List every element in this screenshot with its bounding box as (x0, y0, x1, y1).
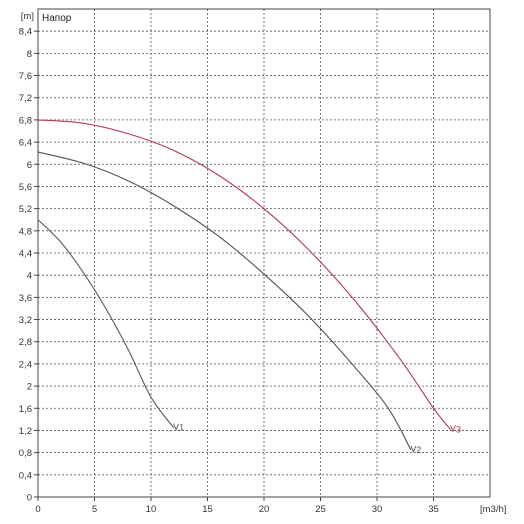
y-tick-label: 6,8 (19, 115, 32, 126)
series-end-marker-3 (450, 425, 456, 433)
y-tick-label: 3,6 (19, 293, 32, 304)
series-line-1 (37, 219, 175, 429)
y-tick-label: 1,6 (19, 404, 32, 415)
y-tick-label: 1,2 (19, 426, 32, 437)
y-tick-label: 2,8 (19, 337, 32, 348)
y-tick-label: 7,6 (19, 71, 32, 82)
y-tick-label: 7,2 (19, 93, 32, 104)
y-tick-label: 6 (27, 160, 32, 171)
series-label-1: 1 (179, 423, 184, 433)
y-tick-label: 4,4 (19, 249, 32, 260)
x-tick-label: 5 (92, 504, 97, 515)
y-tick-label: 0 (27, 493, 32, 504)
series-line-2 (37, 151, 412, 451)
y-tick-label: 3,2 (19, 315, 32, 326)
series: 1 2 3 (37, 119, 461, 455)
series-label-3: 3 (456, 424, 461, 434)
y-tick-label: 2 (27, 382, 32, 393)
x-tick-label: 0 (35, 504, 40, 515)
x-tick-label: 35 (428, 504, 439, 515)
x-axis-label: [m3/h] (480, 504, 506, 515)
x-tick-label: 10 (146, 504, 157, 515)
y-tick-label: 4,8 (19, 226, 32, 237)
y-axis-label: [m] (21, 11, 34, 22)
tick-labels: 0 5 10 15 20 25 30 35 0 0,4 0,8 1,2 1,6 2 2,4 2,8 3,2 3,6… (19, 27, 439, 515)
y-tick-label: 8,4 (19, 27, 32, 38)
chart-title: Напор (42, 13, 72, 24)
series-end-marker-1 (173, 423, 180, 431)
y-tick-label: 2,4 (19, 359, 32, 370)
series-label-2: 2 (416, 445, 421, 455)
series-end-marker-2 (410, 445, 417, 454)
y-tick-label: 6,4 (19, 138, 32, 149)
axis-ticks (34, 30, 434, 501)
y-tick-label: 4 (27, 271, 32, 282)
x-tick-label: 15 (202, 504, 213, 515)
x-tick-label: 25 (315, 504, 326, 515)
y-tick-label: 8 (27, 49, 32, 60)
y-tick-label: 0,4 (19, 470, 32, 481)
x-tick-label: 20 (259, 504, 270, 515)
series-line-3 (37, 119, 451, 430)
y-tick-label: 0,8 (19, 448, 32, 459)
x-tick-label: 30 (372, 504, 383, 515)
y-tick-label: 5,2 (19, 204, 32, 215)
y-tick-label: 5,6 (19, 182, 32, 193)
